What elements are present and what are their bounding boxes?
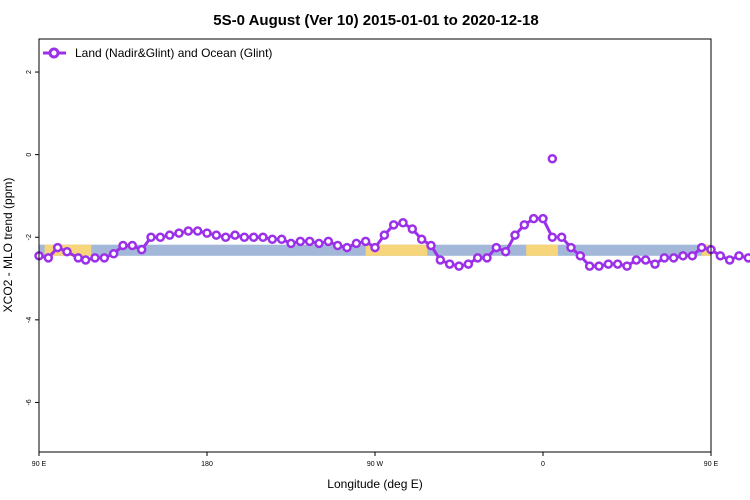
data-point (174, 228, 184, 238)
data-point (360, 236, 371, 247)
y-tick-label: -6 (26, 399, 33, 405)
data-point (332, 240, 343, 251)
data-point (435, 255, 446, 265)
plot-area (34, 154, 750, 271)
data-point (612, 259, 623, 269)
y-axis: 2 0 -2 -4 -6 (26, 70, 39, 406)
data-point (575, 251, 586, 261)
data-point (500, 246, 511, 257)
data-point (594, 261, 604, 271)
y-tick-label: 2 (26, 70, 33, 74)
data-point (379, 230, 390, 240)
data-point (659, 253, 670, 263)
data-point (715, 251, 726, 261)
data-point (211, 230, 222, 240)
data-point (640, 255, 651, 265)
data-point (295, 236, 306, 247)
data-point (743, 253, 750, 263)
data-point (370, 242, 380, 253)
data-point (416, 234, 427, 245)
data-point (482, 253, 492, 263)
x-tick-label: 90 E (32, 461, 47, 468)
data-point (696, 242, 707, 253)
data-point (108, 249, 119, 259)
data-point (650, 259, 660, 269)
chart-title: 5S-0 August (Ver 10) 2015-01-01 to 2020-… (213, 12, 538, 29)
data-point (678, 251, 688, 261)
data-point (52, 242, 63, 253)
data-point (622, 261, 632, 271)
x-axis: 90 E 180 90 W 0 90 E (32, 452, 719, 468)
data-point (734, 251, 744, 261)
data-point (276, 234, 287, 245)
data-point (491, 242, 502, 253)
data-point (472, 253, 483, 263)
data-point (118, 240, 128, 251)
data-point (687, 251, 698, 261)
data-point (519, 220, 530, 230)
y-tick-label: -2 (26, 234, 33, 240)
land-band-segment (526, 244, 558, 256)
data-point (668, 253, 679, 263)
data-point (80, 255, 91, 265)
data-point (192, 226, 203, 236)
data-point (547, 232, 558, 242)
data-point (547, 154, 558, 164)
data-point (538, 213, 548, 224)
x-tick-label: 90 W (367, 461, 384, 468)
data-point (230, 230, 240, 240)
data-point (62, 246, 72, 257)
data-point (286, 238, 296, 249)
data-point (164, 230, 175, 240)
data-point (566, 242, 576, 253)
data-point (73, 253, 83, 263)
y-tick-label: -4 (26, 317, 33, 323)
data-point (323, 236, 334, 247)
data-point (444, 259, 455, 269)
land-band-segment (365, 244, 428, 256)
x-tick-label: 90 E (704, 461, 719, 468)
data-point (724, 255, 735, 265)
data-point (146, 232, 156, 242)
data-point (398, 218, 408, 228)
data-point (528, 213, 539, 224)
data-point (426, 240, 436, 251)
data-point (239, 232, 250, 242)
data-point (258, 232, 268, 242)
x-tick-label: 0 (541, 461, 545, 468)
data-point (388, 220, 399, 230)
data-point (463, 259, 474, 269)
legend-marker (48, 47, 60, 59)
x-axis-label: Longitude (deg E) (327, 477, 422, 491)
data-point (220, 232, 231, 242)
data-point (304, 236, 315, 247)
data-point (454, 261, 464, 271)
y-tick-label: 0 (26, 153, 33, 157)
data-point (510, 230, 520, 240)
data-point (631, 255, 642, 265)
data-point (407, 224, 418, 234)
data-point (248, 232, 259, 242)
data-point (99, 253, 110, 263)
data-point (136, 244, 147, 255)
data-point (267, 234, 278, 245)
legend: Land (Nadir&Glint) and Ocean (Glint) (43, 46, 272, 60)
x-tick-label: 180 (201, 461, 213, 468)
data-point (43, 253, 54, 263)
y-axis-label: XCO2 - MLO trend (ppm) (1, 178, 15, 313)
data-point (183, 226, 194, 236)
data-point (127, 240, 138, 251)
data-point (556, 232, 567, 242)
legend-label: Land (Nadir&Glint) and Ocean (Glint) (75, 46, 272, 60)
data-point (155, 232, 166, 242)
data-point (202, 228, 212, 238)
data-point (314, 238, 324, 249)
data-point (342, 242, 352, 253)
data-point (603, 259, 614, 269)
data-point (90, 253, 100, 263)
data-point (584, 261, 595, 271)
data-point (351, 238, 362, 249)
